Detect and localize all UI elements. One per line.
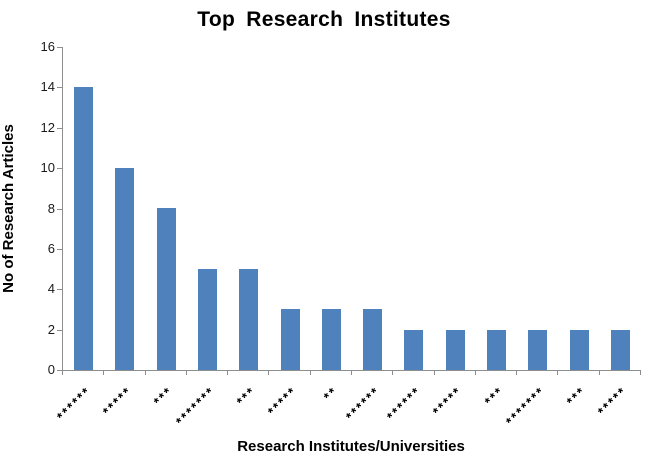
plot-area: [62, 47, 641, 371]
bar: [156, 208, 176, 370]
y-tick-label: 0: [47, 362, 55, 377]
x-tick: [640, 371, 641, 375]
bar: [280, 309, 300, 370]
x-tick: [516, 371, 517, 375]
bar: [74, 87, 94, 370]
x-tick: [103, 371, 104, 375]
y-tick-label: 2: [47, 322, 55, 337]
x-tick: [475, 371, 476, 375]
y-tick: [57, 330, 62, 331]
x-tick: [392, 371, 393, 375]
x-category-label-text: ***: [150, 383, 176, 409]
y-tick: [57, 289, 62, 290]
bar: [321, 309, 341, 370]
x-axis-title: Research Institutes/Universities: [237, 438, 465, 455]
x-category-label-text: ***: [233, 383, 259, 409]
x-tick: [186, 371, 187, 375]
bar: [569, 330, 589, 370]
x-tick: [434, 371, 435, 375]
y-tick-label: 16: [40, 39, 55, 54]
bar: [610, 330, 630, 370]
bar: [404, 330, 424, 370]
x-category-label-text: *****: [594, 383, 630, 419]
x-tick: [62, 371, 63, 375]
x-category-label-text: **: [320, 383, 341, 404]
chart-title: Top Research Institutes: [197, 8, 451, 31]
y-tick-label: 8: [47, 201, 55, 216]
y-tick-label: 10: [40, 160, 55, 175]
bar: [115, 168, 135, 370]
x-category-label-text: *******: [172, 383, 218, 429]
x-tick: [227, 371, 228, 375]
x-category-label-text: ******: [342, 383, 383, 424]
x-tick: [599, 371, 600, 375]
bar: [528, 330, 548, 370]
bar: [239, 269, 259, 370]
x-tick: [310, 371, 311, 375]
y-tick-label: 6: [47, 241, 55, 256]
y-tick: [57, 249, 62, 250]
y-tick: [57, 47, 62, 48]
y-tick: [57, 87, 62, 88]
y-tick: [57, 209, 62, 210]
x-category-label-text: *****: [99, 383, 135, 419]
bar: [363, 309, 383, 370]
x-category-label-text: *****: [429, 383, 465, 419]
x-category-label-text: *****: [264, 383, 300, 419]
y-tick: [57, 128, 62, 129]
x-tick: [557, 371, 558, 375]
y-tick-label: 4: [47, 281, 55, 296]
x-tick: [268, 371, 269, 375]
x-category-label-text: ******: [383, 383, 424, 424]
x-category-label-text: ******: [53, 383, 94, 424]
x-tick: [351, 371, 352, 375]
bar: [198, 269, 217, 370]
x-tick: [145, 371, 146, 375]
x-category-label-text: *******: [502, 383, 548, 429]
y-tick-label: 14: [40, 79, 55, 94]
x-category-label-text: ***: [563, 383, 589, 409]
bar: [487, 330, 506, 370]
x-category-label-text: ***: [481, 383, 507, 409]
y-tick: [57, 370, 62, 371]
y-tick: [57, 168, 62, 169]
bar: [445, 330, 465, 370]
y-tick-label: 12: [40, 120, 55, 135]
